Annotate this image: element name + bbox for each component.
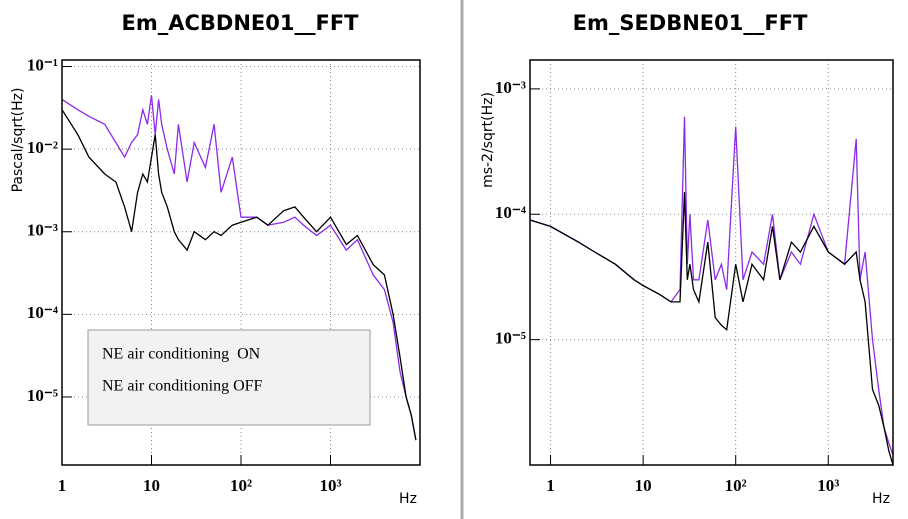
y-tick-label: 10⁻⁵ [27,386,58,405]
y-tick-label: 10⁻⁵ [495,329,526,348]
plot-area [530,60,893,465]
y-axis-label: ms-2/sqrt(Hz) [480,92,496,188]
legend-box [87,329,371,426]
x-tick-label: 1 [58,476,67,495]
x-tick-label: 10³ [817,476,839,495]
y-axis-label: Pascal/sqrt(Hz) [10,88,26,193]
x-axis-label: Hz [872,491,890,507]
y-tick-label: 10⁻² [27,138,58,157]
chart-title: Em_SEDBNE01__FFT [573,11,808,35]
legend-label: NE air conditioning ON [102,346,261,363]
plot-frame [529,59,894,466]
series-line [529,192,894,466]
x-tick-label: 10² [230,476,252,495]
chart-title: Em_ACBDNE01__FFT [122,11,360,35]
y-tick-label: 10⁻⁴ [495,203,526,222]
y-tick-label: 10⁻³ [27,221,58,240]
series-line [61,109,417,441]
x-tick-label: 10³ [319,476,341,495]
y-tick-label: 10⁻³ [495,78,526,97]
x-axis-label: Hz [399,491,417,507]
y-tick-label: 10⁻⁴ [27,303,58,322]
legend-label: NE air conditioning OFF [102,378,263,395]
x-tick-label: 10 [635,476,652,495]
series-line [61,95,417,441]
x-tick-label: 10 [143,476,160,495]
x-tick-label: 1 [546,476,555,495]
x-tick-label: 10² [725,476,747,495]
y-tick-label: 10⁻¹ [27,55,58,74]
plot-frame [61,59,421,466]
